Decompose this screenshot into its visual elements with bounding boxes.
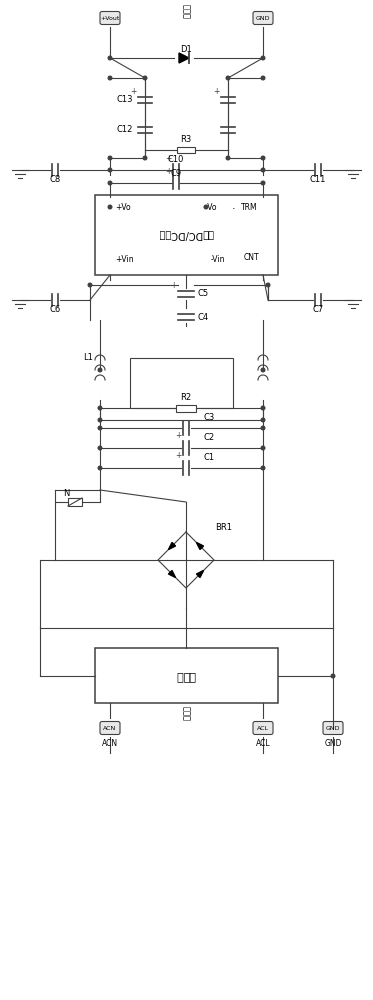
- Circle shape: [108, 76, 112, 80]
- Bar: [177, 147, 195, 153]
- Text: BR1: BR1: [216, 522, 232, 532]
- FancyBboxPatch shape: [253, 11, 273, 24]
- Circle shape: [108, 205, 112, 209]
- Text: C9: C9: [170, 168, 182, 178]
- Text: C12: C12: [117, 125, 133, 134]
- Circle shape: [204, 205, 208, 209]
- Text: 整體DC/DC模塊: 整體DC/DC模塊: [158, 230, 214, 240]
- Text: +Vo: +Vo: [115, 202, 131, 212]
- Text: ·: ·: [232, 204, 236, 214]
- Text: +: +: [170, 281, 177, 290]
- Circle shape: [108, 168, 112, 172]
- Circle shape: [266, 283, 270, 287]
- Polygon shape: [197, 570, 204, 578]
- Text: ACN: ACN: [102, 738, 118, 748]
- Polygon shape: [169, 542, 176, 550]
- FancyBboxPatch shape: [253, 722, 273, 734]
- Circle shape: [261, 168, 265, 172]
- Text: 輸入端: 輸入端: [182, 706, 191, 720]
- Circle shape: [261, 56, 265, 60]
- Text: C7: C7: [312, 306, 324, 314]
- Text: TRM: TRM: [241, 202, 258, 212]
- Text: +Vin: +Vin: [115, 255, 134, 264]
- Text: C13: C13: [116, 96, 133, 104]
- Text: C8: C8: [49, 176, 61, 184]
- FancyBboxPatch shape: [100, 722, 120, 734]
- Text: C1: C1: [204, 454, 215, 462]
- Text: +: +: [131, 87, 137, 96]
- Bar: [95, 648, 278, 703]
- Circle shape: [331, 674, 335, 678]
- Text: C2: C2: [204, 434, 215, 442]
- Text: C10: C10: [168, 155, 184, 164]
- Circle shape: [98, 406, 102, 410]
- Text: C4: C4: [198, 312, 209, 322]
- Text: 输出端: 输出端: [182, 4, 191, 19]
- Text: -Vin: -Vin: [211, 255, 226, 264]
- Polygon shape: [179, 53, 189, 63]
- FancyBboxPatch shape: [323, 722, 343, 734]
- Circle shape: [261, 406, 265, 410]
- Text: ACL: ACL: [256, 738, 270, 748]
- Text: R3: R3: [181, 135, 192, 144]
- Bar: [130, 358, 233, 408]
- Text: R2: R2: [181, 393, 192, 402]
- Text: C6: C6: [49, 306, 61, 314]
- Circle shape: [261, 466, 265, 470]
- Text: GND: GND: [324, 738, 342, 748]
- Bar: [68, 498, 82, 506]
- Circle shape: [261, 76, 265, 80]
- Circle shape: [108, 156, 112, 160]
- Bar: [176, 404, 196, 412]
- Text: GND: GND: [256, 15, 270, 20]
- Text: L1: L1: [83, 354, 93, 362]
- Circle shape: [88, 283, 92, 287]
- Circle shape: [143, 156, 147, 160]
- Bar: [95, 195, 278, 275]
- Text: CNT: CNT: [244, 253, 260, 262]
- Circle shape: [98, 418, 102, 422]
- Text: 濾波器: 濾波器: [176, 671, 196, 681]
- Text: N: N: [63, 489, 69, 498]
- Text: +: +: [176, 431, 182, 440]
- Text: GND: GND: [326, 726, 340, 730]
- Circle shape: [98, 466, 102, 470]
- Circle shape: [261, 418, 265, 422]
- Circle shape: [261, 446, 265, 450]
- Text: C3: C3: [204, 414, 215, 422]
- Circle shape: [108, 56, 112, 60]
- Circle shape: [261, 426, 265, 430]
- Text: ACL: ACL: [257, 726, 269, 730]
- Polygon shape: [169, 570, 176, 578]
- Circle shape: [226, 76, 230, 80]
- Text: +: +: [176, 451, 182, 460]
- Circle shape: [98, 368, 102, 372]
- Text: C11: C11: [310, 176, 326, 184]
- FancyBboxPatch shape: [100, 11, 120, 24]
- Polygon shape: [197, 542, 204, 550]
- Text: C5: C5: [198, 290, 209, 298]
- Circle shape: [143, 76, 147, 80]
- Text: +: +: [166, 154, 172, 163]
- Text: +Vout: +Vout: [100, 15, 120, 20]
- Circle shape: [98, 446, 102, 450]
- Text: +: +: [214, 87, 220, 96]
- Text: ACN: ACN: [103, 726, 117, 730]
- Circle shape: [226, 156, 230, 160]
- Text: +: +: [166, 167, 172, 176]
- Circle shape: [261, 156, 265, 160]
- Circle shape: [261, 368, 265, 372]
- Circle shape: [98, 426, 102, 430]
- Text: -Vo: -Vo: [206, 202, 217, 212]
- Circle shape: [108, 181, 112, 185]
- Circle shape: [261, 181, 265, 185]
- Text: D1: D1: [180, 45, 192, 54]
